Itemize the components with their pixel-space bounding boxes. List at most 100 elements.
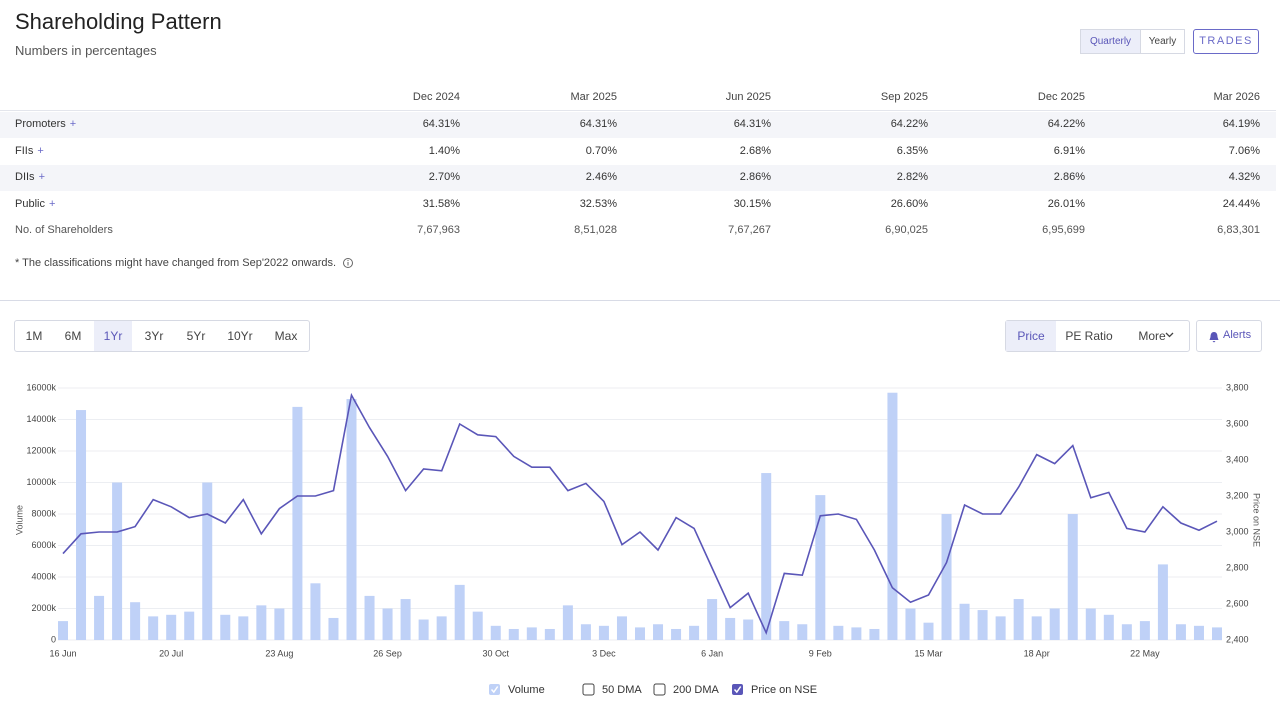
expand-icon[interactable]: + (37, 144, 44, 157)
expand-icon[interactable]: + (69, 118, 77, 130)
row-label: FIIs + (15, 144, 44, 157)
subtitle: Numbers in percentages (15, 43, 157, 58)
cell: 24.44% (1222, 197, 1260, 210)
volume-bar (364, 595, 375, 640)
cell: 64.22% (890, 118, 928, 130)
alerts-button[interactable]: Alerts (1196, 320, 1262, 352)
title: Shareholding Pattern (15, 9, 222, 34)
volume-bar (833, 625, 844, 640)
separator (0, 300, 1280, 301)
volume-bar (184, 611, 195, 640)
volume-bar (580, 624, 591, 640)
toggle-button[interactable]: Quarterly (1080, 29, 1141, 54)
cell: 2.46% (585, 171, 617, 183)
check-mark (490, 686, 499, 694)
range-button[interactable]: 6M (64, 329, 82, 343)
row-band (0, 112, 1276, 138)
x-tick-label: 30 Oct (482, 648, 509, 658)
volume-bar (454, 584, 465, 640)
cell: 64.31% (422, 118, 460, 130)
volume-bar (310, 583, 321, 640)
legend-label: Price on NSE (751, 684, 817, 696)
volume-bar (256, 605, 267, 640)
expand-icon[interactable]: + (48, 197, 56, 210)
volume-bar (238, 616, 249, 640)
volume-bar (1193, 625, 1204, 640)
column-header: Mar 2025 (570, 91, 617, 103)
volume-bar (508, 628, 519, 640)
cell: 2.86% (1053, 171, 1085, 183)
legend-checkbox[interactable] (732, 684, 743, 695)
volume-bar (130, 602, 141, 640)
y2-tick-label: 3,000 (1226, 526, 1249, 536)
volume-bar (94, 595, 105, 640)
legend-checkbox[interactable] (653, 683, 666, 696)
cell: 26.60% (890, 197, 928, 210)
volume-bar (148, 616, 159, 640)
cell: 7.06% (1228, 144, 1260, 157)
expand-icon[interactable]: + (38, 171, 45, 183)
toggle-button[interactable]: Yearly (1140, 29, 1185, 54)
volume-bar (923, 622, 934, 640)
volume-bar (202, 482, 213, 640)
view-button[interactable]: PE Ratio (1065, 329, 1113, 343)
x-tick-label: 18 Apr (1024, 648, 1050, 658)
volume-bar (941, 514, 952, 640)
cell: 0.70% (585, 144, 617, 157)
cell: 6,95,699 (1042, 224, 1085, 236)
row-label: Public + (15, 197, 56, 210)
range-button[interactable]: 10Yr (227, 329, 253, 343)
x-tick-label: 16 Jun (49, 648, 76, 658)
range-button[interactable]: 3Yr (144, 329, 164, 343)
cell: 7,67,267 (728, 224, 771, 236)
range-button[interactable]: Max (274, 329, 298, 343)
view-button[interactable]: Price (1006, 321, 1056, 351)
volume-bar (653, 624, 664, 640)
volume-bar (779, 621, 790, 640)
cell: 31.58% (422, 197, 460, 210)
legend-checkbox[interactable] (489, 684, 500, 695)
y2-tick-label: 2,800 (1226, 562, 1249, 572)
column-header: Sep 2025 (880, 91, 928, 103)
price-line (62, 392, 1218, 636)
x-tick-label: 6 Jan (701, 648, 723, 658)
column-header: Dec 2025 (1037, 91, 1085, 103)
note: * The classifications might have changed… (15, 257, 337, 269)
legend-label: Volume (508, 684, 545, 696)
y-tick-label: 10000k (26, 477, 56, 487)
cell: 2.68% (739, 144, 771, 157)
alerts-label: Alerts (1223, 329, 1252, 341)
volume-bar (707, 599, 718, 640)
cell: 6.35% (896, 144, 928, 157)
column-header: Jun 2025 (725, 91, 771, 103)
x-tick-label: 9 Feb (809, 648, 832, 658)
volume-bar (1139, 621, 1150, 640)
cell: 8,51,028 (574, 224, 617, 236)
volume-bar (1103, 614, 1114, 640)
y-tick-label: 4000k (31, 571, 56, 581)
volume-bar (815, 495, 826, 640)
cell: 7,67,963 (417, 224, 460, 236)
range-button[interactable]: 5Yr (186, 329, 206, 343)
legend-checkbox[interactable] (582, 683, 595, 696)
y-tick-label: 2000k (31, 603, 56, 613)
volume-bar (905, 608, 916, 640)
x-tick-label: 22 May (1130, 648, 1160, 658)
chevron (1165, 332, 1174, 338)
y2-tick-label: 2,600 (1226, 598, 1249, 608)
cell: 30.15% (733, 197, 771, 210)
trades-button[interactable]: TRADES (1193, 29, 1259, 54)
cell: 32.53% (579, 197, 617, 210)
bell-icon (1209, 332, 1219, 343)
info-icon[interactable] (342, 257, 354, 269)
volume-bar (1013, 599, 1024, 640)
range-button[interactable]: 1M (25, 329, 43, 343)
y-tick-label: 8000k (31, 508, 56, 518)
view-button[interactable]: More (1138, 329, 1166, 343)
legend-label: 50 DMA (602, 684, 642, 696)
x-tick-label: 26 Sep (373, 648, 402, 658)
y2-tick-label: 3,200 (1226, 490, 1249, 500)
range-button[interactable]: 1Yr (94, 321, 132, 351)
check-mark (733, 686, 742, 694)
